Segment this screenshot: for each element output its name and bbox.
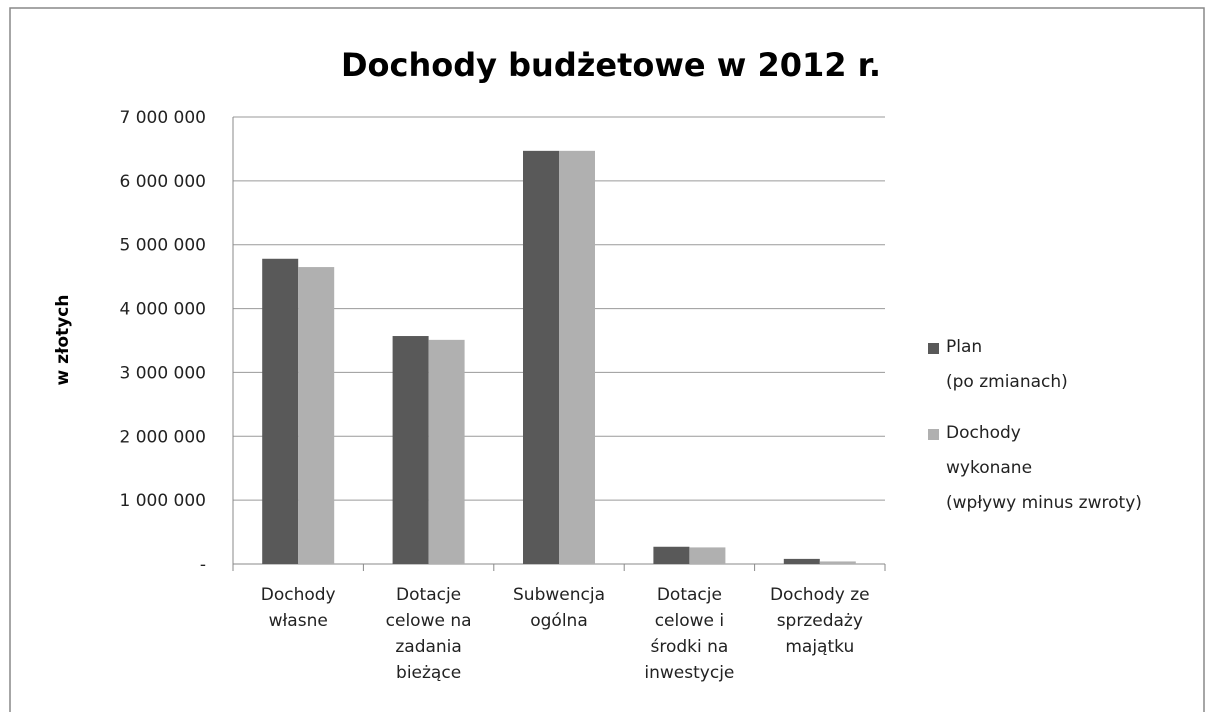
bar (689, 547, 726, 564)
y-tick-label: - (200, 555, 206, 575)
bar (523, 150, 559, 564)
legend-label: Dochody wykonane (wpływy minus zwroty) (946, 423, 1142, 513)
bar (428, 339, 465, 564)
x-tick-label: Dotacje celowe na zadania bieżące (386, 585, 472, 683)
x-tick-label: Dochody ze sprzedaży majątku (770, 585, 870, 657)
bar (819, 561, 856, 564)
legend-label: Plan (po zmianach) (946, 337, 1068, 392)
bar (262, 258, 299, 564)
chart-frame (9, 7, 1205, 712)
y-tick-label: 7 000 000 (119, 108, 206, 128)
y-tick-label: 4 000 000 (119, 300, 206, 320)
legend-swatch (928, 343, 939, 354)
y-tick-label: 1 000 000 (119, 491, 206, 511)
legend-swatch (928, 429, 939, 440)
bar (298, 267, 335, 564)
bar (392, 336, 429, 564)
y-tick-label: 5 000 000 (119, 236, 206, 256)
bar (653, 546, 690, 564)
bar (783, 558, 820, 564)
x-tick-label: Dotacje celowe i środki na inwestycje (644, 585, 734, 683)
x-tick-label: Subwencja ogólna (513, 585, 605, 631)
y-tick-label: 3 000 000 (119, 363, 206, 383)
y-tick-label: 6 000 000 (119, 172, 206, 192)
y-axis-label: w złotych (53, 295, 73, 386)
y-tick-label: 2 000 000 (119, 427, 206, 447)
chart-title: Dochody budżetowe w 2012 r. (341, 46, 881, 84)
x-tick-label: Dochody własne (261, 585, 336, 631)
bar (559, 150, 595, 564)
